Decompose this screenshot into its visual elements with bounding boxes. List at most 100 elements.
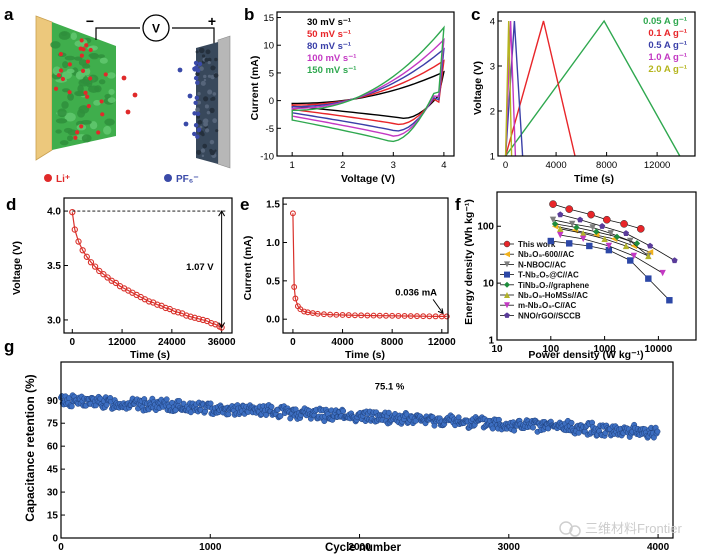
- d-ytick-label: 3.5: [47, 261, 61, 272]
- f-marker: [622, 230, 630, 236]
- g-ytick-label: 75: [47, 419, 59, 430]
- f-ylabel: Energy density (Wh kg⁻¹): [463, 199, 475, 325]
- ion: [177, 67, 183, 73]
- g-point: [654, 428, 661, 435]
- d-arrow-heads: [218, 210, 226, 329]
- d-ytick-label: 4.0: [47, 207, 61, 218]
- d-point: [112, 279, 120, 287]
- chart-b-plot: 1 2 3 4 -10 -5 0 5 10 15 30 mV s⁻¹50 mV s⁻¹80 mV s…: [260, 13, 446, 171]
- panel-c-gcd-chart: c Voltage (V) Time (s) 0 4000 8000 12000 1 2 3…: [471, 5, 696, 185]
- b-xtick-label: 1: [290, 160, 295, 171]
- c-series-line: [505, 19, 681, 157]
- f-legend-label: Nb₂O₅-600//AC: [518, 250, 574, 259]
- e-point: [327, 311, 334, 318]
- g-ytick-label: 0: [52, 534, 58, 545]
- g-ytick-label: 30: [47, 488, 59, 499]
- e-point: [352, 312, 358, 319]
- f-series-line: [552, 219, 649, 257]
- f-marker: [645, 275, 652, 282]
- f-ytick-label: 10: [483, 279, 495, 290]
- d-point: [174, 309, 182, 316]
- g-point: [176, 397, 183, 404]
- panel-e-leakage-chart: e Current (mA) Time (s) 0 4000 8000 12000 0.…: [240, 195, 456, 361]
- e-xtick-label: 0: [290, 337, 296, 348]
- f-marker: [666, 297, 673, 304]
- g-frame: [60, 361, 674, 539]
- f-marker: [549, 216, 557, 223]
- d-point: [199, 316, 207, 324]
- f-marker: [557, 225, 564, 233]
- f-marker: [579, 230, 587, 237]
- b-legend-label: 150 mV s⁻¹: [307, 65, 356, 76]
- e-point: [291, 284, 298, 290]
- c-series-line: [504, 20, 576, 157]
- e-point: [420, 313, 427, 320]
- panel-g-cycling-chart: g Capacitance retention (%) Cycle number…: [4, 337, 674, 554]
- c-xtick-label: 8000: [596, 160, 617, 171]
- c-ytick-label: 3: [490, 62, 495, 73]
- e-ylabel: Current (mA): [242, 236, 254, 301]
- b-ytick-label: 0: [269, 96, 274, 107]
- d-point: [170, 308, 178, 315]
- ion: [132, 92, 138, 98]
- f-legend-label: Nb₂O₅-HoMSs//AC: [518, 291, 588, 300]
- g-point: [163, 396, 170, 403]
- e-point: [314, 310, 321, 317]
- e-ytick-label: 1.5: [266, 200, 280, 211]
- e-point: [443, 313, 450, 320]
- f-marker: [549, 200, 557, 208]
- d-annotation: 1.07 V: [186, 262, 214, 273]
- f-marker: [503, 240, 511, 248]
- current-collector: [35, 15, 53, 161]
- cathode-material: [192, 35, 231, 169]
- b-xtick-label: 4: [441, 160, 446, 171]
- ion: [125, 109, 131, 115]
- e-point: [389, 312, 396, 319]
- d-point: [183, 312, 190, 319]
- e-annotation: 0.036 mA: [395, 287, 437, 298]
- watermark-text: 三维材料Frontier: [585, 521, 682, 536]
- e-point: [333, 311, 340, 318]
- e-point: [289, 210, 296, 217]
- f-legend-label: N-NBOC//AC: [518, 260, 566, 269]
- f-marker: [671, 257, 678, 264]
- e-annotation-arrow: [432, 299, 444, 315]
- chart-g-plot: 0 1000 2000 3000 4000 0 15 30 45 60 75 90 75.1 %: [47, 382, 670, 553]
- f-marker: [636, 224, 645, 233]
- d-point: [87, 259, 95, 266]
- c-series-line: [504, 20, 513, 157]
- f-marker: [557, 211, 564, 218]
- c-legend-label: 0.5 A g⁻¹: [648, 40, 687, 51]
- e-point: [364, 312, 371, 319]
- g-point: [225, 411, 232, 418]
- d-point: [79, 247, 86, 254]
- e-point: [426, 313, 433, 320]
- panel-b-cv-chart: b Current (mA) Voltage (V) 1 2 3 4 -10 -5 0 5 10…: [244, 5, 455, 185]
- g-point: [277, 413, 284, 420]
- f-marker: [557, 231, 564, 239]
- e-series-line: [292, 213, 447, 317]
- b-series-line: [291, 25, 445, 143]
- f-marker: [646, 248, 654, 256]
- g-point: [568, 419, 575, 426]
- wire-positive: [172, 27, 215, 44]
- f-marker: [593, 228, 600, 235]
- f-legend-label: This work: [518, 240, 556, 249]
- f-marker: [569, 220, 576, 228]
- d-point: [162, 304, 169, 312]
- g-xlabel: Cycle number: [325, 542, 402, 554]
- legend-li: Li⁺: [56, 174, 70, 185]
- c-xlabel: Time (s): [574, 173, 614, 185]
- panel-label-b: b: [244, 5, 254, 24]
- f-legend-label: T-Nb₂O₅@C//AC: [518, 271, 579, 280]
- f-marker: [607, 230, 614, 237]
- e-point: [358, 312, 365, 319]
- ion: [121, 75, 127, 81]
- d-xtick-label: 36000: [208, 337, 236, 348]
- f-marker: [593, 231, 600, 239]
- chart-c-plot: 0 4000 8000 12000 1 2 3 4 0.05 A g⁻¹0.1 A g⁻¹0.5…: [490, 16, 687, 171]
- e-xtick-label: 12000: [428, 337, 456, 348]
- g-point: [340, 408, 347, 414]
- f-marker: [577, 216, 584, 223]
